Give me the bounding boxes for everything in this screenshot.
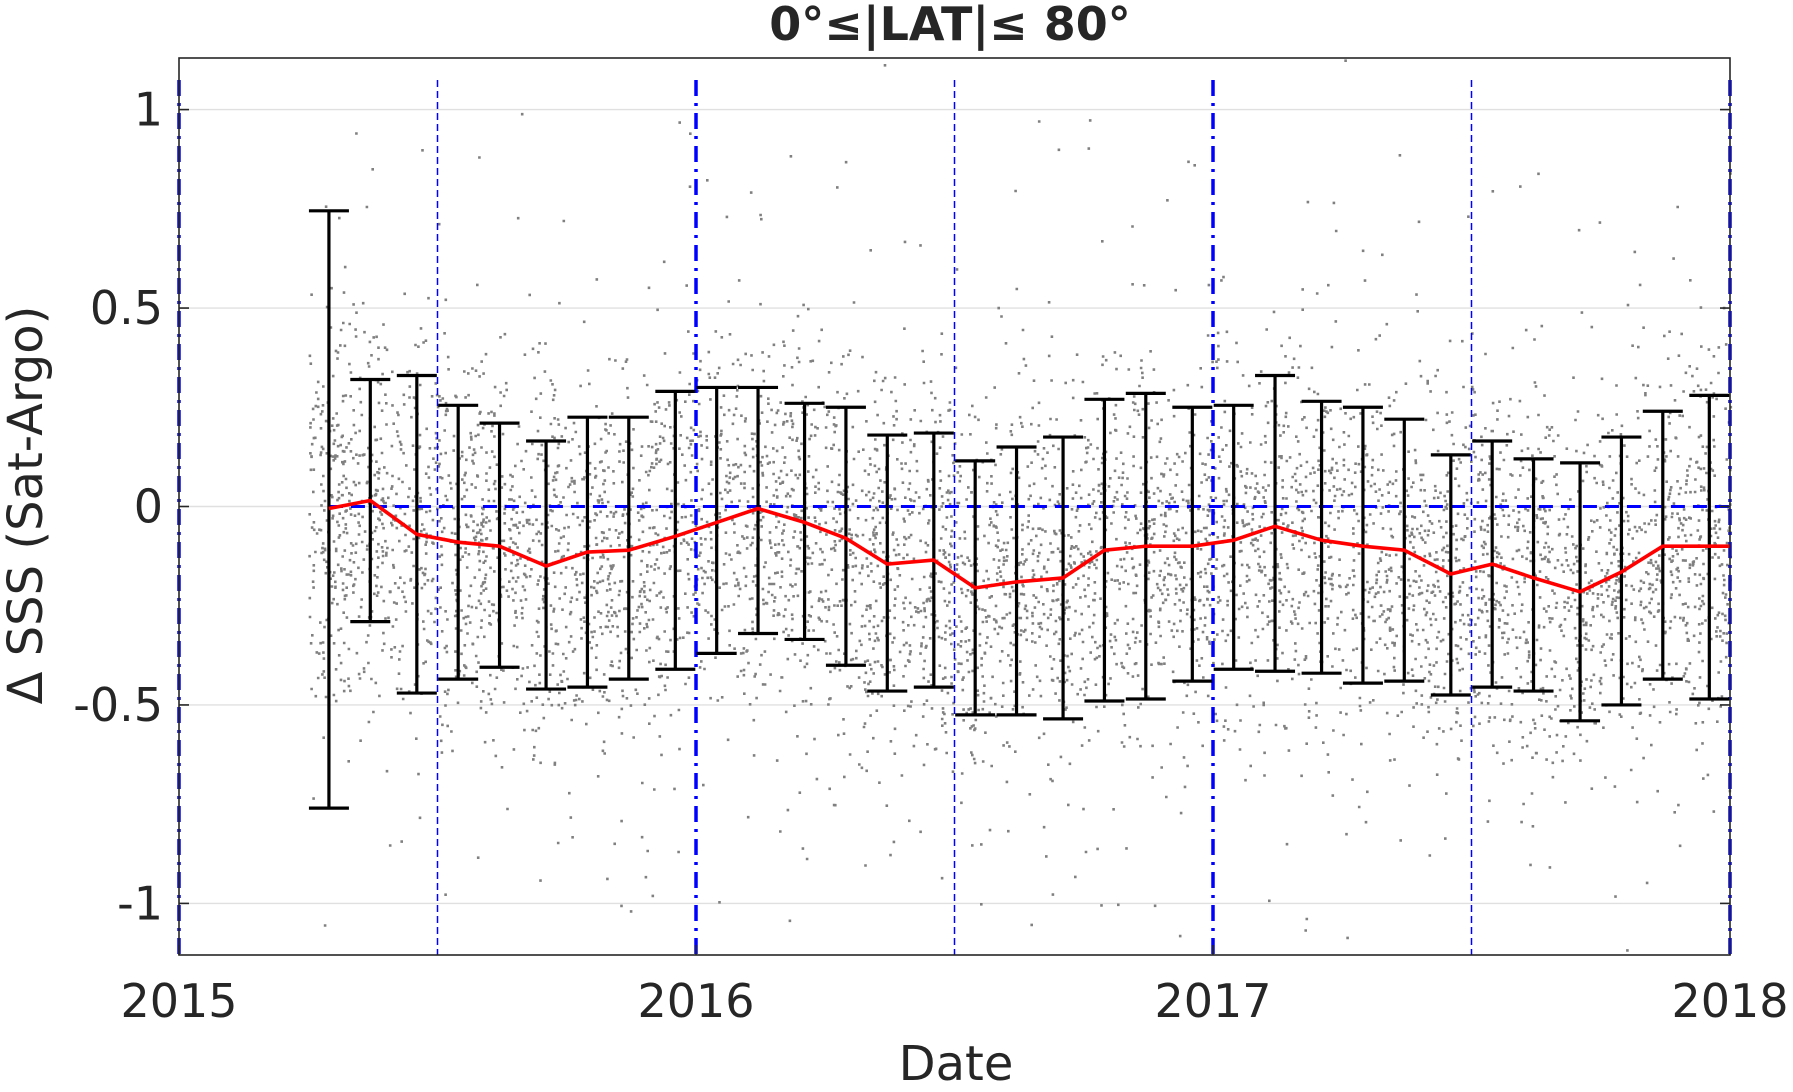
y-tick-label: 1 xyxy=(134,83,163,137)
reference-lines xyxy=(177,80,1732,955)
y-axis-label: Δ SSS (Sat-Argo) xyxy=(0,306,54,705)
x-tick-label: 2016 xyxy=(637,974,754,1028)
tick-layer: 1 0.5 0 -0.5 -1 2015 2016 2017 2018 xyxy=(73,83,1788,1028)
x-axis-label: Date xyxy=(899,1036,1014,1087)
mean-line-layer xyxy=(328,498,1730,594)
y-tick-label: 0 xyxy=(134,480,163,534)
x-tick-label: 2017 xyxy=(1154,974,1271,1028)
y-tick-label: -0.5 xyxy=(73,678,163,732)
mean-line xyxy=(328,498,1730,594)
errorbar-layer xyxy=(308,209,1730,810)
y-tick-label: 0.5 xyxy=(90,281,163,335)
chart-title: 0°≤|LAT|≤ 80° xyxy=(769,0,1130,52)
scatter-layer xyxy=(308,59,1733,952)
x-tick-label: 2015 xyxy=(120,974,237,1028)
y-tick-label: -1 xyxy=(117,876,163,930)
x-tick-label: 2018 xyxy=(1671,974,1788,1028)
scatter-points xyxy=(308,59,1733,952)
